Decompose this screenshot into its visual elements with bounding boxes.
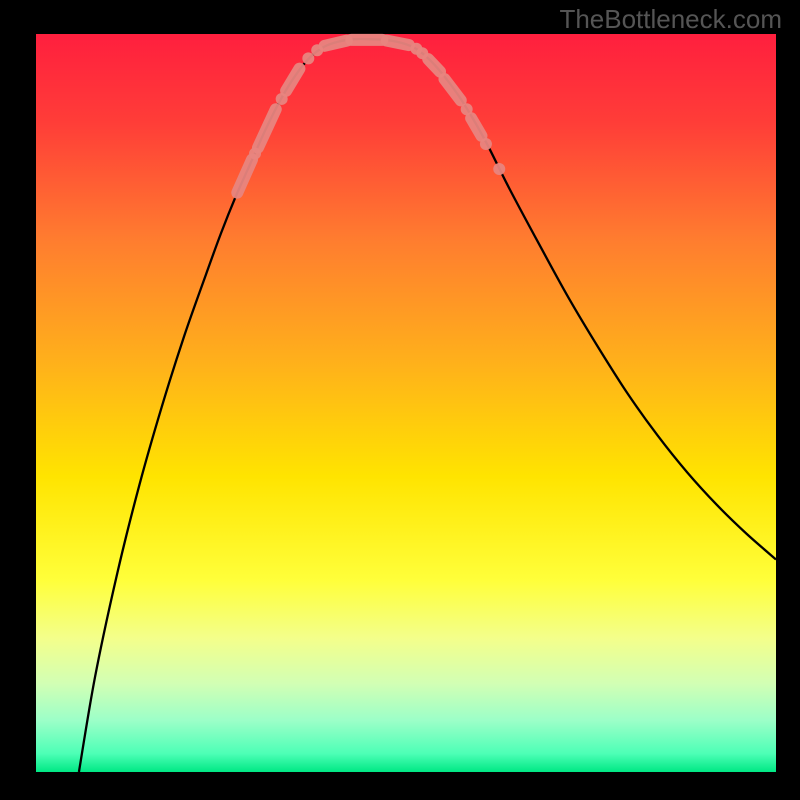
bead-segment <box>237 159 252 192</box>
curve-layer <box>36 34 776 772</box>
bottleneck-curve <box>79 39 776 772</box>
plot-area <box>36 34 776 772</box>
beads-group <box>237 40 505 193</box>
bead-segment <box>444 79 460 100</box>
watermark-text: TheBottleneck.com <box>559 4 782 35</box>
bead-segment <box>325 41 347 46</box>
bead-dot <box>493 163 505 175</box>
chart-container: TheBottleneck.com <box>0 0 800 800</box>
bead-segment <box>387 41 409 45</box>
bead-segment <box>428 59 440 72</box>
bead-dot <box>302 52 314 64</box>
bead-dot <box>480 138 492 150</box>
bead-segment <box>471 118 481 136</box>
bead-segment <box>286 69 299 91</box>
bead-segment <box>258 109 276 147</box>
